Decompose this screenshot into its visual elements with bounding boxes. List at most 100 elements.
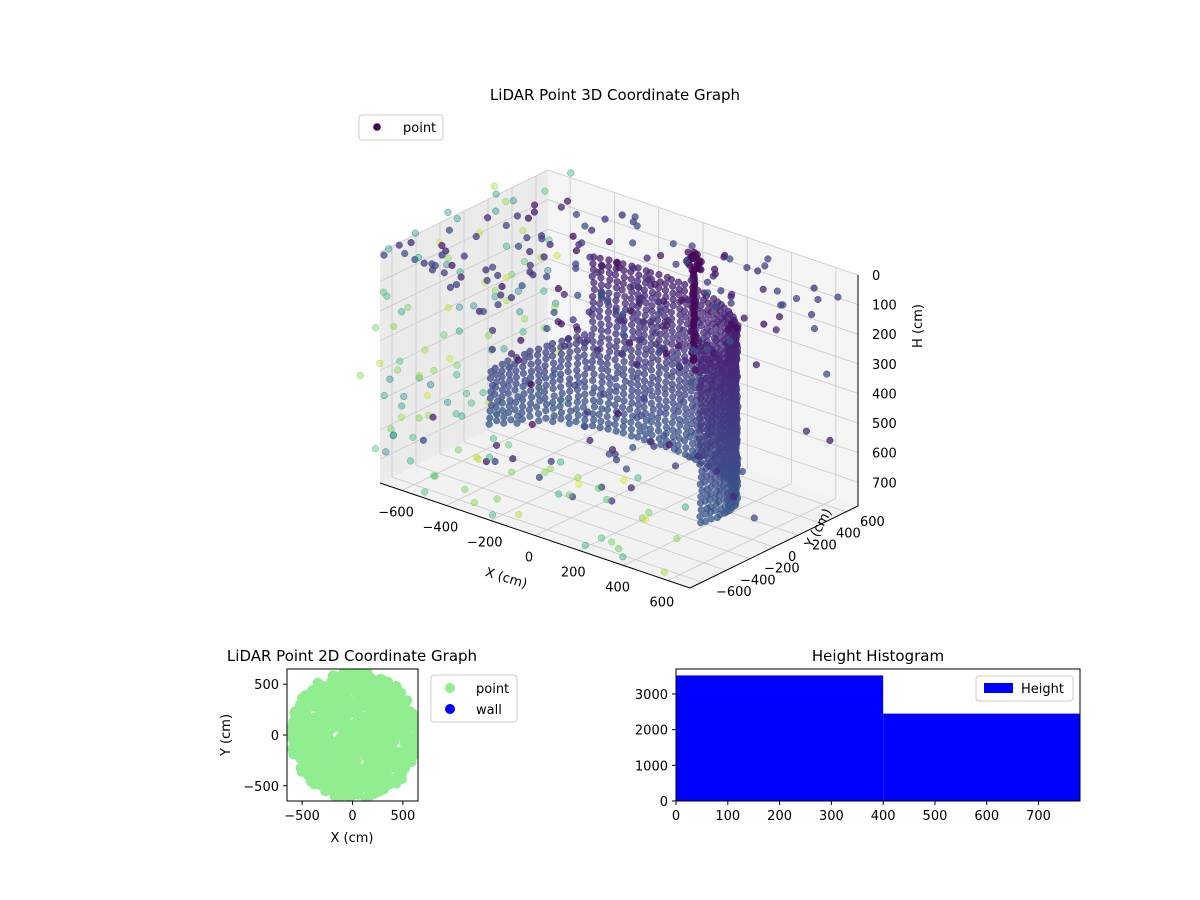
chart-3d-point [620,384,628,392]
chart-3d-point [682,444,690,452]
chart-3d-point [698,467,706,475]
chart-3d-point [604,353,612,362]
chart-2d-point [396,727,407,738]
chart-2d-title: LiDAR Point 2D Coordinate Graph [227,647,477,665]
chart-3d-point [528,393,536,401]
chart-3d-point [695,336,703,345]
chart-3d-point [634,433,642,441]
chart-3d-point [655,395,663,403]
chart-3d-point [702,459,711,467]
chart-3d-point [540,287,548,295]
chart-3d-point [619,330,627,338]
chart-2d-x-label: X (cm) [331,831,374,846]
chart-3d-point [512,373,520,381]
chart-3d-point [356,371,364,379]
chart-3d-point [697,350,705,358]
chart-3d-point [696,480,704,488]
chart-3d-point [614,410,622,418]
chart-3d-point [711,302,719,311]
chart-3d-point [697,356,705,364]
chart-3d-point [681,280,689,289]
chart-3d-point [676,318,684,326]
chart-3d-point [448,261,456,269]
chart-3d-point [589,376,597,384]
chart-3d-point [498,386,506,394]
chart-3d-point [557,370,565,378]
chart-3d-point [654,388,662,396]
chart-3d-point [611,420,619,428]
chart-3d-point [726,255,734,263]
chart-3d-point [400,392,408,401]
chart-3d-point [621,293,629,301]
chart-3d-point [645,508,653,516]
chart-3d-point [703,413,711,421]
chart-3d-point [519,328,527,336]
chart-3d-point [598,378,606,386]
chart-2d-point [366,673,377,683]
chart-3d-point [565,413,573,421]
chart-3d-x-tick-label: 0 [525,551,533,566]
chart-3d-point [499,380,508,388]
chart-3d-point [688,346,697,354]
chart-3d-point [606,380,614,388]
chart-2d-point [319,751,330,761]
chart-3d-point [681,391,689,399]
chart-2d-point [392,682,402,693]
chart-3d-point [634,348,642,357]
chart-3d-point [635,323,644,331]
chart-3d-y-tick-label: −200 [764,562,800,577]
chart-2d-point [289,706,300,717]
chart-3d-point [472,233,480,241]
chart-3d-point [557,458,565,466]
chart-3d-point [490,182,498,190]
chart-3d-z-tick-label: 100 [872,299,897,314]
chart-3d-point [740,314,748,322]
chart-2d-point [296,764,307,775]
chart-2d-y-label: Y (cm) [219,714,234,757]
chart-3d-point [371,445,379,453]
chart-3d-point [640,397,649,405]
chart-3d-point [764,255,772,263]
histogram-title: Height Histogram [812,647,944,665]
chart-3d-point [773,287,781,295]
chart-3d-point [792,294,801,303]
chart-3d-point [597,326,605,335]
chart-2d-point [355,746,366,757]
chart-3d-gridline [547,169,859,276]
chart-3d-point [618,211,626,219]
chart-3d-point [596,254,604,262]
chart-2d-point [347,747,358,757]
chart-3d-point [542,349,550,357]
chart-3d-point [598,262,606,270]
chart-3d-point [493,417,501,425]
chart-3d-point [526,412,534,420]
chart-3d-point [414,253,423,262]
histogram-legend-box [975,675,1074,702]
histogram-x-tick-label: 700 [1026,809,1051,824]
chart-3d-point [509,455,517,463]
chart-3d-point [506,363,514,372]
chart-3d-point [682,405,690,413]
chart-2d-point [357,676,368,687]
chart-3d-point [604,315,612,323]
chart-3d-axes: −600−400−2000200400600−600−400−200020040… [378,269,897,611]
chart-3d-point [669,289,677,297]
chart-3d-point [521,258,529,266]
chart-3d-point [589,338,597,346]
chart-3d-point [608,538,616,546]
chart-3d-point [656,408,664,416]
chart-3d-point [398,308,406,316]
chart-3d-point [629,443,637,451]
chart-3d-point [697,493,705,501]
chart-3d-point [669,295,677,303]
chart-3d-point [406,457,414,465]
chart-3d-point [584,408,592,416]
chart-3d-point [605,256,613,264]
chart-3d-point [696,408,704,416]
chart-3d-point [620,476,628,484]
chart-2d-point [388,778,399,788]
chart-3d-point [606,387,614,395]
chart-3d-point [680,326,688,334]
chart-3d-point [611,271,619,279]
chart-3d-point [550,412,558,420]
